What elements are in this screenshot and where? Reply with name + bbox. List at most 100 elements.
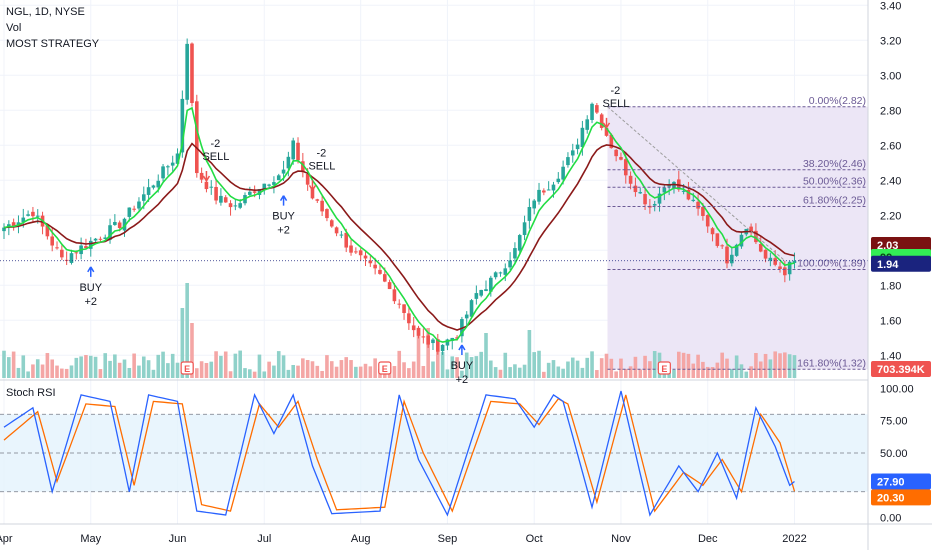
time-label-6: Oct <box>526 533 543 545</box>
sell-arrow-5 <box>602 117 611 129</box>
candle-body-124 <box>599 114 604 128</box>
candle-body-158 <box>763 249 768 259</box>
volume-bar-152 <box>734 355 739 378</box>
symbol-legend[interactable]: NGL, 1D, NYSE <box>6 6 85 18</box>
candle-body-21 <box>103 237 108 240</box>
candle-body-143 <box>691 199 696 201</box>
volume-bar-115 <box>556 366 561 378</box>
candle-body-29 <box>141 194 146 201</box>
candle-body-148 <box>715 233 720 246</box>
volume-bar-68 <box>329 361 334 378</box>
volume-bar-119 <box>575 360 580 378</box>
time-label-4: Aug <box>351 533 371 545</box>
candle-body-72 <box>349 245 353 253</box>
volume-bar-130 <box>628 366 633 378</box>
volume-bar-75 <box>363 363 368 378</box>
volume-bar-103 <box>498 369 503 378</box>
candle-body-89 <box>431 339 435 344</box>
candle-body-107 <box>517 235 522 251</box>
candle-body-33 <box>161 166 165 179</box>
fib-levels: 0.00%(2.82) 38.20%(2.46) 50.00%(2.36) 61.80… <box>0 95 868 370</box>
volume-bar-0 <box>2 350 6 378</box>
volume-bar-85 <box>411 361 416 378</box>
volume-bar-19 <box>93 356 98 378</box>
time-label-7: Nov <box>611 533 631 545</box>
volume-bar-133 <box>643 355 647 378</box>
candle-body-81 <box>392 289 397 302</box>
buy-label-4: BUY <box>451 360 474 372</box>
volume-bar-124 <box>599 358 604 378</box>
candle-body-6 <box>31 211 35 217</box>
candle-body-127 <box>614 149 618 157</box>
volume-bar-108 <box>522 364 527 378</box>
volume-bar-153 <box>739 364 744 378</box>
volume-bar-142 <box>686 353 691 378</box>
volume-bar-89 <box>431 361 435 378</box>
time-label-0: Apr <box>0 533 13 545</box>
volume-bar-132 <box>638 369 643 378</box>
candle-body-49 <box>238 203 242 208</box>
buy-label-0: BUY <box>79 282 102 294</box>
fib-label-2: 50.00%(2.36) <box>803 175 866 187</box>
volume-bar-27 <box>132 353 136 378</box>
volume-bar-141 <box>681 352 686 378</box>
volume-bar-69 <box>334 366 339 378</box>
candle-body-86 <box>416 327 421 336</box>
candle-body-123 <box>595 105 599 113</box>
candle-body-80 <box>387 282 392 290</box>
volume-bar-96 <box>464 352 469 378</box>
volume-bar-114 <box>551 360 556 378</box>
strategy-legend[interactable]: MOST STRATEGY <box>6 38 100 50</box>
volume-bar-29 <box>141 356 146 378</box>
volume-bar-91 <box>440 351 445 378</box>
volume-badge-bg <box>871 361 931 377</box>
volume-bar-146 <box>705 366 710 378</box>
volume-bar-84 <box>407 368 411 378</box>
volume-bar-140 <box>677 351 681 378</box>
candle-body-133 <box>643 194 647 205</box>
volume-legend[interactable]: Vol <box>6 22 22 34</box>
volume-bar-139 <box>672 369 676 378</box>
candle-body-149 <box>720 245 724 247</box>
volume-bar-86 <box>416 328 421 378</box>
volume-bar-60 <box>291 365 295 378</box>
volume-bar-65 <box>315 365 320 378</box>
stoch-k-badge-bg <box>871 473 931 490</box>
volume-bar-125 <box>604 353 609 378</box>
stoch-rsi-legend[interactable]: Stoch RSI <box>6 387 56 399</box>
candle-body-157 <box>758 243 763 252</box>
volume-bar-109 <box>527 330 532 378</box>
volume-bar-16 <box>79 356 83 378</box>
volume-bar-106 <box>513 364 517 378</box>
volume-bar-26 <box>127 367 132 378</box>
candle-body-88 <box>426 335 430 345</box>
volume-bar-10 <box>50 359 54 378</box>
price-tick-7: 1.80 <box>880 280 901 292</box>
volume-bar-104 <box>503 352 508 378</box>
volume-bar-42 <box>204 362 209 378</box>
volume-bar-43 <box>209 361 214 378</box>
volume-bar-14 <box>69 365 74 378</box>
candle-body-119 <box>575 144 580 150</box>
candle-body-120 <box>580 127 585 147</box>
volume-bar-113 <box>546 362 551 378</box>
candle-body-23 <box>113 221 117 225</box>
candle-body-125 <box>604 128 609 136</box>
volume-bar-105 <box>508 367 512 378</box>
candle-body-46 <box>223 197 228 203</box>
candle-body-43 <box>209 186 214 188</box>
candle-body-0 <box>2 227 6 232</box>
candle-body-45 <box>219 195 223 203</box>
volume-bar-126 <box>609 358 614 378</box>
time-label-1: May <box>80 533 101 545</box>
volume-bar-127 <box>614 371 618 378</box>
volume-bar-163 <box>787 354 792 378</box>
volume-bar-20 <box>98 369 103 378</box>
candle-body-53 <box>257 188 262 195</box>
volume-bar-164 <box>792 355 797 378</box>
candle-body-24 <box>117 222 122 228</box>
volume-bar-55 <box>267 361 271 378</box>
candle-body-55 <box>267 184 271 186</box>
